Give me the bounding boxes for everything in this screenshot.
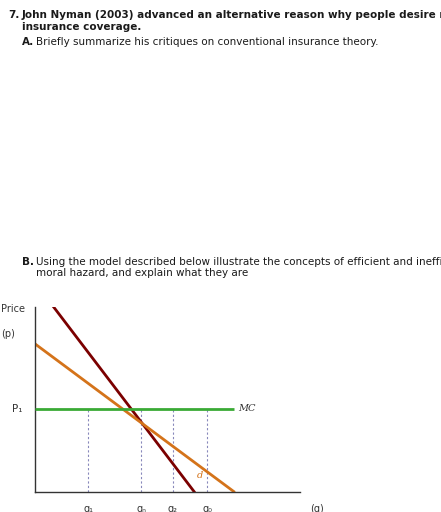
- Text: d: d: [197, 472, 203, 480]
- Text: A.: A.: [22, 37, 34, 47]
- Text: 7.: 7.: [8, 10, 19, 20]
- Text: (p): (p): [1, 329, 15, 339]
- Text: John Nyman (2003) advanced an alternative reason why people desire medical
insur: John Nyman (2003) advanced an alternativ…: [22, 10, 441, 32]
- Text: Using the model described below illustrate the concepts of efficient and ineffic: Using the model described below illustra…: [36, 257, 441, 279]
- Text: B.: B.: [22, 257, 34, 267]
- Text: Briefly summarize his critiques on conventional insurance theory.: Briefly summarize his critiques on conve…: [36, 37, 378, 47]
- Text: (q): (q): [310, 504, 324, 512]
- Text: q₂: q₂: [168, 504, 178, 512]
- Text: MC: MC: [238, 404, 255, 413]
- Text: P₁: P₁: [11, 403, 22, 414]
- Text: qₙ: qₙ: [136, 504, 146, 512]
- Text: Price: Price: [1, 304, 25, 313]
- Text: q₁: q₁: [83, 504, 93, 512]
- Text: q₀: q₀: [202, 504, 212, 512]
